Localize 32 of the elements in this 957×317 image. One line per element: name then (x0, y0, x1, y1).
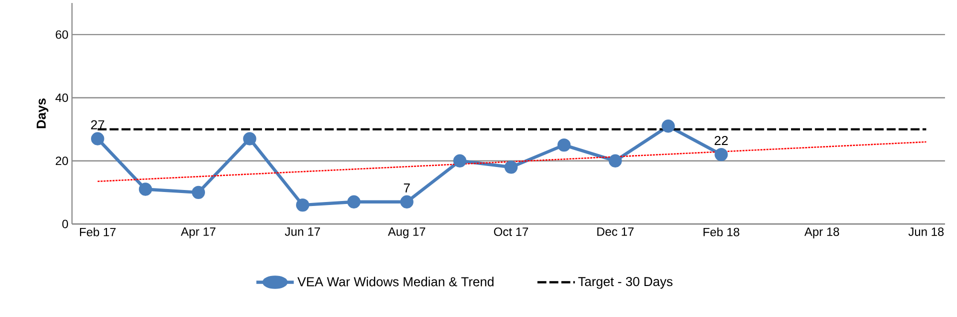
x-tick-label: Apr 18 (804, 228, 840, 238)
point (453, 154, 466, 168)
point (400, 195, 414, 208)
legend-label: Target - 30 Days (578, 276, 672, 289)
point (608, 154, 622, 168)
x-tick-label: Aug 17 (388, 228, 426, 238)
y-tick-label: 0 (62, 220, 68, 228)
point (91, 132, 104, 146)
point (504, 160, 518, 174)
point (557, 138, 571, 152)
point (662, 120, 675, 133)
point (192, 186, 206, 200)
x-tick-label: Apr 17 (180, 228, 216, 238)
x-tick-label: Feb 18 (704, 228, 740, 236)
point (296, 198, 310, 212)
x-tick-label: Feb 17 (80, 228, 116, 236)
x-tick-label: Jun 17 (284, 228, 320, 236)
point (243, 132, 256, 146)
x-tick-label: Oct 17 (494, 228, 528, 236)
point (347, 195, 360, 208)
y-tick-label: 20 (56, 156, 68, 166)
x-tick-label: Jun 18 (908, 228, 944, 236)
y-tick-label: 60 (56, 30, 68, 39)
data-label: 22 (714, 136, 728, 146)
point (138, 182, 152, 196)
y-axis-title: Days (36, 98, 48, 128)
x-tick-label: Dec 17 (597, 228, 634, 236)
data-label: 7 (404, 183, 410, 192)
legend-label: VEA War Widows Median & Trend (297, 276, 494, 286)
data-label: 27 (91, 120, 104, 130)
point (714, 148, 728, 162)
y-tick-label: 40 (55, 93, 68, 102)
